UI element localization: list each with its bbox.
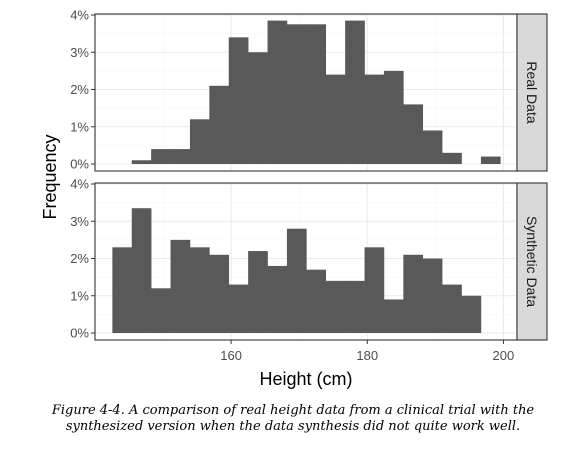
- histogram-bar: [189, 247, 210, 333]
- caption-line-2: synthesized version when the data synthe…: [65, 419, 521, 434]
- facet-strip-label: Real Data: [524, 61, 540, 123]
- histogram-bar: [306, 24, 327, 164]
- histogram-bar: [422, 130, 443, 164]
- histogram-bar: [267, 20, 288, 165]
- x-tick-label: 200: [493, 348, 515, 363]
- histogram-bar: [189, 119, 210, 164]
- histogram-bar: [209, 85, 230, 164]
- histogram-bar: [286, 24, 307, 164]
- histogram-bar: [248, 52, 268, 164]
- histogram-bar: [325, 74, 346, 164]
- y-tick-label: 1%: [70, 288, 89, 303]
- histogram-bar: [267, 265, 288, 333]
- y-tick-label: 1%: [70, 119, 89, 134]
- facet-strip-label: Synthetic Data: [524, 216, 540, 307]
- histogram-bar: [442, 152, 462, 164]
- y-tick-label: 4%: [70, 8, 89, 23]
- histogram-bar: [131, 208, 152, 333]
- figure-caption: Figure 4-4. A comparison of real height …: [0, 403, 586, 435]
- x-axis-title: Height (cm): [259, 369, 352, 389]
- histogram-bar: [345, 280, 365, 333]
- histogram-bar: [345, 20, 365, 165]
- histogram-bar: [422, 258, 443, 333]
- histogram-bar: [151, 149, 171, 164]
- histogram-bar: [403, 104, 424, 164]
- facet-panel-1: 0% 1% 2% 3% 4% Real Data: [70, 8, 548, 172]
- histogram-bar: [383, 70, 404, 164]
- histogram-bar: [403, 254, 424, 333]
- x-tick-label: 180: [356, 348, 378, 363]
- histogram-bar: [170, 149, 191, 164]
- histogram-bar: [170, 239, 191, 333]
- caption-line-1: Figure 4-4. A comparison of real height …: [51, 403, 535, 418]
- y-tick-label: 2%: [70, 82, 89, 97]
- y-tick-label: 2%: [70, 251, 89, 266]
- histogram-bar: [480, 156, 501, 164]
- facet-strip: [516, 13, 548, 172]
- x-tick-label: 160: [220, 348, 242, 363]
- y-axis-title: Frequency: [40, 134, 60, 219]
- histogram-bar: [228, 37, 249, 164]
- y-tick-label: 3%: [70, 45, 89, 60]
- histogram-bar: [383, 299, 404, 333]
- histogram-bar: [248, 251, 268, 333]
- y-tick-label: 4%: [70, 177, 89, 192]
- histogram-bar: [112, 247, 133, 333]
- facet-panel-2: 0% 1% 2% 3% 4% Synthetic Data: [70, 177, 548, 341]
- y-tick-label: 0%: [70, 326, 89, 341]
- y-tick-label: 0%: [70, 157, 89, 172]
- y-tick-label: 3%: [70, 214, 89, 229]
- histogram-bar: [364, 74, 385, 164]
- histogram-bar: [461, 295, 482, 333]
- histogram-bar: [442, 284, 462, 333]
- histogram-bar: [131, 160, 152, 164]
- faceted-histogram-chart: 0% 1% 2% 3% 4% Real Data 0% 1% 2% 3% 4% Synthetic D…: [40, 8, 548, 389]
- histogram-bar: [325, 280, 346, 333]
- histogram-bar: [151, 288, 171, 333]
- histogram-bar: [209, 254, 230, 333]
- facet-strip: [516, 182, 548, 341]
- histogram-bar: [228, 284, 249, 333]
- histogram-bar: [286, 228, 307, 333]
- histogram-bar: [306, 269, 327, 333]
- histogram-bar: [364, 247, 385, 333]
